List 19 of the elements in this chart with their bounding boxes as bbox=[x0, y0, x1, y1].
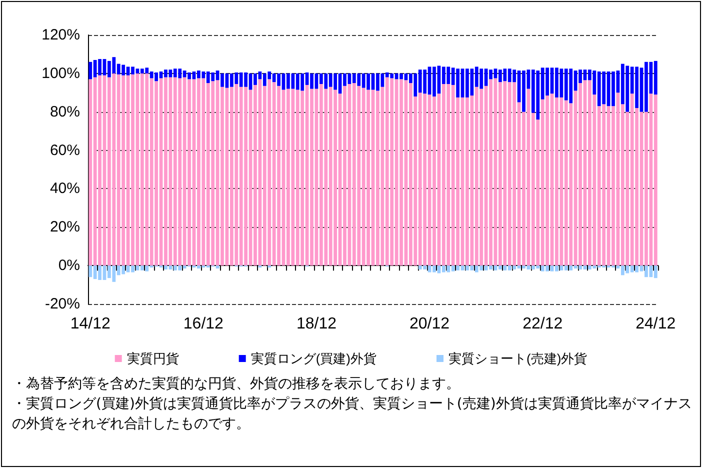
y-tick-label: 20% bbox=[50, 218, 80, 236]
text: ・実質ロング(買建)外貨は実質通貨比率がプラスの外貨、実質ショート(売建)外貨は実質通貨比率がマイナスの外貨をそれぞれ合計したものです。 bbox=[12, 395, 692, 434]
x-tick-label: 14/12 bbox=[70, 316, 110, 332]
y-tick-label: 100% bbox=[42, 64, 80, 82]
y-tick-label: 0% bbox=[58, 257, 80, 274]
y-tick-label: 40% bbox=[50, 180, 80, 198]
legend-label: 実質ロング(買建)外貨 bbox=[250, 351, 377, 366]
x-tick-label: 24/12 bbox=[636, 316, 676, 332]
x-tick-label: 22/12 bbox=[522, 316, 563, 332]
y-tick-label: 60% bbox=[50, 142, 80, 159]
text: ・為替予約等を含めた実質的な円貨、外貨の推移を表示しております。 bbox=[12, 375, 461, 394]
x-tick-label: 18/12 bbox=[296, 316, 337, 332]
y-tick-label: 120% bbox=[42, 26, 80, 44]
x-tick-label: 16/12 bbox=[183, 316, 224, 332]
y-tick-label: 80% bbox=[50, 103, 80, 120]
legend-label: 実質ショート(売建)外貨 bbox=[448, 351, 588, 366]
y-tick-label: -20% bbox=[44, 296, 80, 312]
legend-label: 実質円貨 bbox=[126, 351, 179, 366]
x-tick-label: 20/12 bbox=[410, 316, 450, 332]
